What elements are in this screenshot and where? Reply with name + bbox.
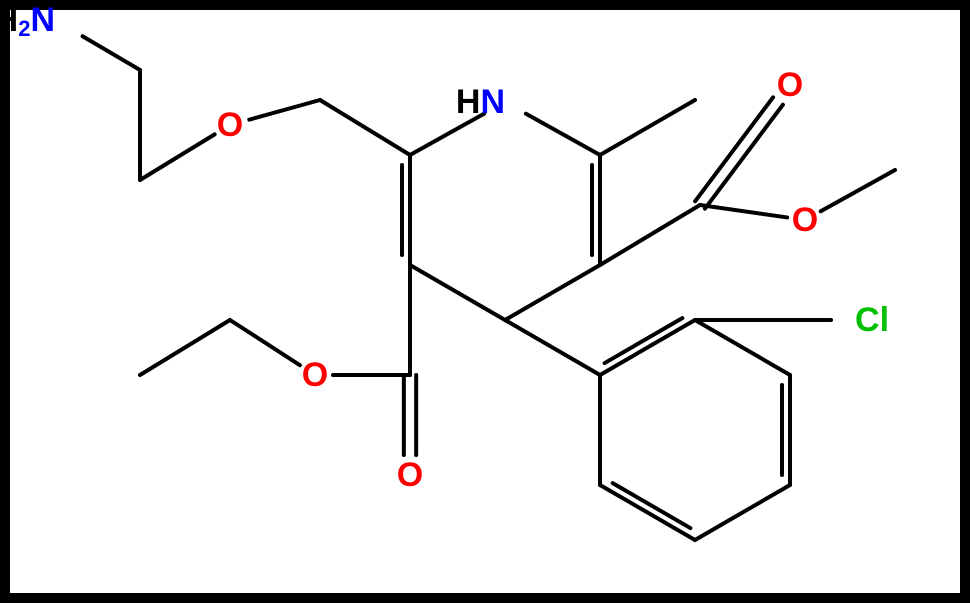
atom-label: O bbox=[302, 356, 328, 394]
atom-label: O bbox=[777, 66, 803, 104]
atom-label: H2N bbox=[0, 1, 55, 41]
atom-label: O bbox=[792, 201, 818, 239]
molecule-diagram: HN O O O O O H2N Cl bbox=[0, 0, 970, 603]
atom-label: O bbox=[397, 456, 423, 494]
atom-label: O bbox=[217, 106, 243, 144]
atom-label: HN bbox=[456, 83, 505, 121]
atom-label: Cl bbox=[855, 301, 889, 339]
